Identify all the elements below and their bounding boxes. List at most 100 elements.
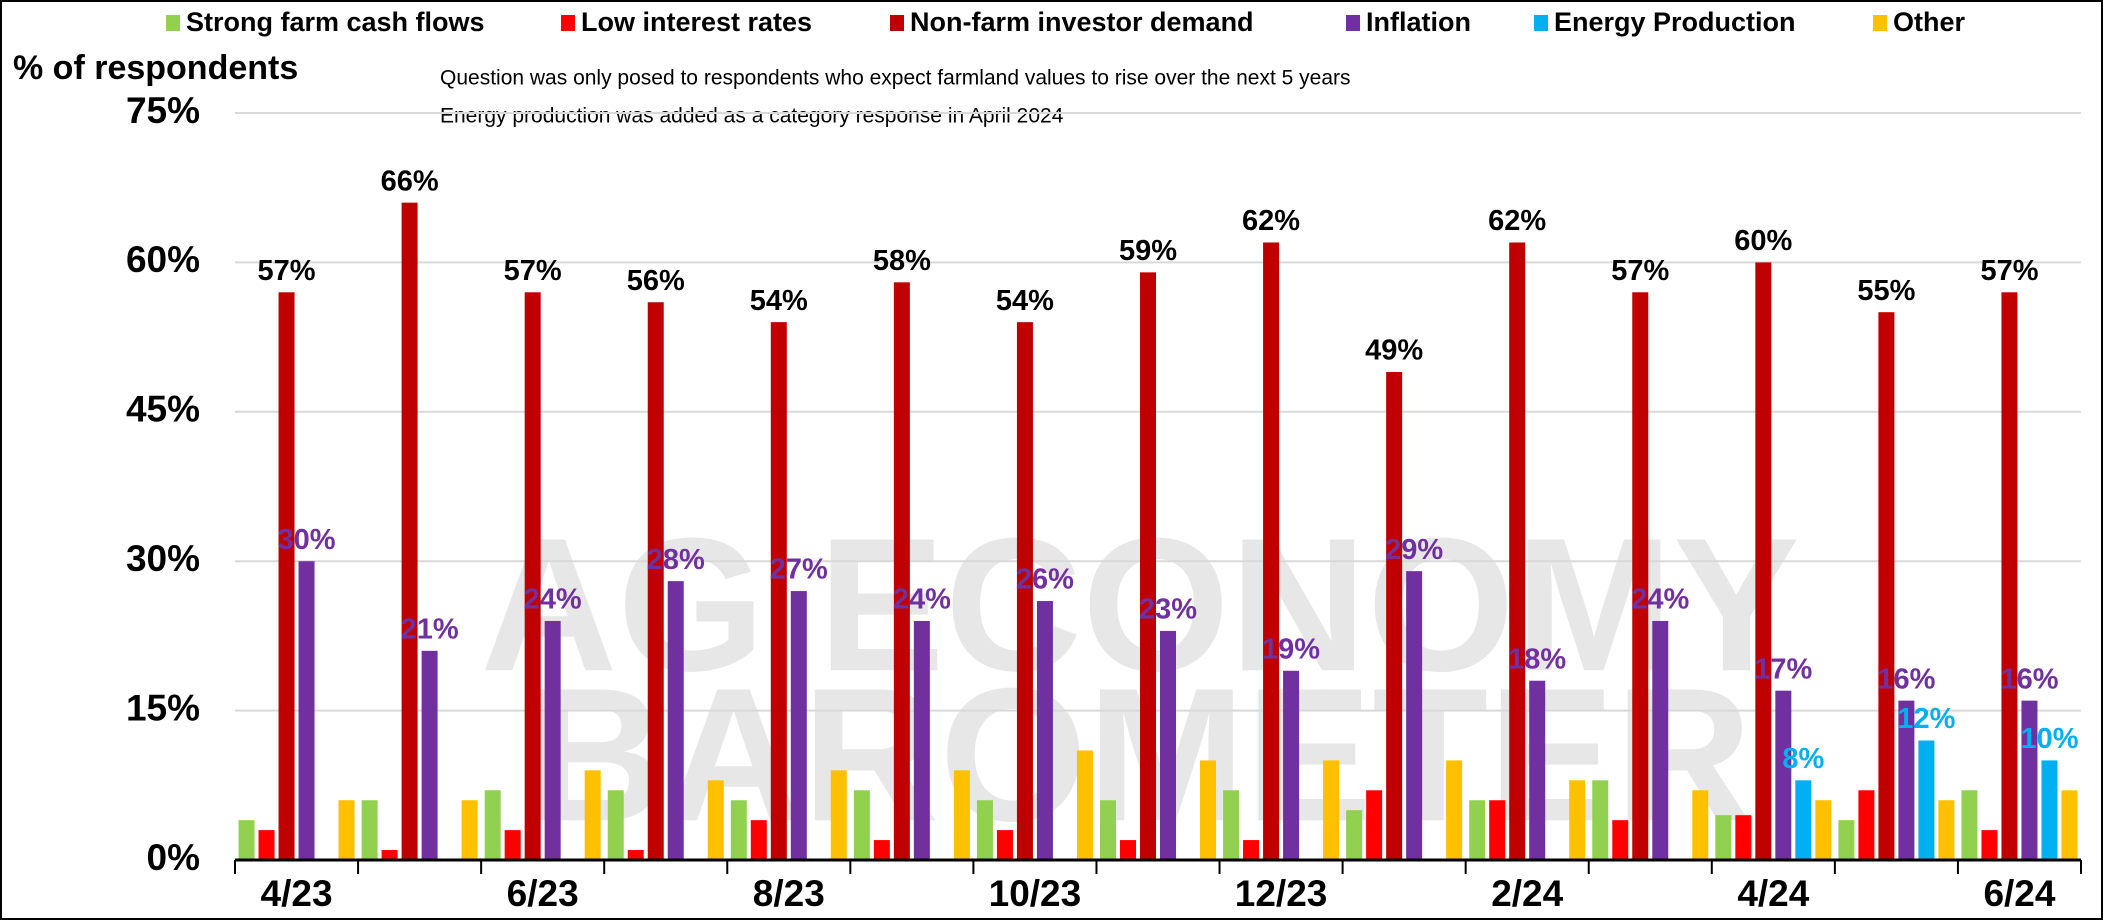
bar — [1077, 750, 1093, 860]
bar — [1323, 760, 1339, 860]
bar — [668, 581, 684, 860]
bar — [1612, 820, 1628, 860]
bar — [1815, 800, 1831, 860]
bar — [259, 830, 275, 860]
bar — [2001, 292, 2017, 860]
bar — [1243, 840, 1259, 860]
data-label: 16% — [1877, 663, 1935, 695]
data-label: 18% — [1508, 643, 1566, 675]
bar — [299, 561, 315, 860]
bar — [1120, 840, 1136, 860]
bar — [954, 770, 970, 860]
bar — [2061, 790, 2077, 860]
bar — [1037, 601, 1053, 860]
bar — [1755, 262, 1771, 860]
data-label: 23% — [1139, 594, 1197, 626]
bar — [1981, 830, 1997, 860]
bar — [874, 840, 890, 860]
y-tick-label: 15% — [126, 687, 200, 728]
bar — [362, 800, 378, 860]
bar — [1961, 790, 1977, 860]
legend-label: Energy Production — [1554, 7, 1796, 37]
legend-swatch — [1534, 15, 1548, 31]
bar — [731, 800, 747, 860]
y-tick-label: 45% — [126, 389, 200, 430]
legend-label: Inflation — [1366, 7, 1471, 37]
bar — [1715, 815, 1731, 860]
legend-swatch — [166, 15, 180, 31]
bar — [505, 830, 521, 860]
data-label: 12% — [1897, 703, 1955, 735]
bar — [279, 292, 295, 860]
data-label: 57% — [504, 255, 562, 287]
legend-label: Strong farm cash flows — [186, 7, 485, 37]
bar — [1838, 820, 1854, 860]
legend-swatch — [890, 15, 904, 31]
data-label: 24% — [524, 584, 582, 616]
x-tick-label: 2/24 — [1491, 873, 1563, 914]
bar — [1509, 242, 1525, 860]
data-label: 62% — [1242, 205, 1300, 237]
bar — [791, 591, 807, 860]
bar — [1263, 242, 1279, 860]
data-label: 58% — [873, 245, 931, 277]
bar — [1652, 621, 1668, 860]
x-tick-label: 8/23 — [753, 873, 825, 914]
bar — [585, 770, 601, 860]
bar — [339, 800, 355, 860]
bar — [894, 282, 910, 860]
data-label: 21% — [401, 613, 459, 645]
bar — [1938, 800, 1954, 860]
bar — [854, 790, 870, 860]
bar — [608, 790, 624, 860]
note: Energy production was added as a categor… — [440, 105, 1064, 128]
bar — [2041, 760, 2057, 860]
data-label: 16% — [2000, 663, 2058, 695]
bar — [1632, 292, 1648, 860]
bar — [1489, 800, 1505, 860]
data-label: 60% — [1734, 225, 1792, 257]
y-axis-title: % of respondents — [13, 49, 298, 87]
bar — [1446, 760, 1462, 860]
x-tick-label: 4/24 — [1737, 873, 1809, 914]
data-label: 56% — [627, 265, 685, 297]
data-label: 62% — [1488, 205, 1546, 237]
data-label: 27% — [770, 554, 828, 586]
bar — [1160, 631, 1176, 860]
y-tick-label: 75% — [126, 90, 200, 131]
bar — [1795, 780, 1811, 860]
bar — [1735, 815, 1751, 860]
bar — [1878, 312, 1894, 860]
bar — [1469, 800, 1485, 860]
x-tick-label: 6/23 — [507, 873, 579, 914]
bar — [708, 780, 724, 860]
bar — [1569, 780, 1585, 860]
bar — [1775, 691, 1791, 860]
y-tick-label: 0% — [147, 837, 200, 878]
bar — [1592, 780, 1608, 860]
bar — [977, 800, 993, 860]
bar — [1346, 810, 1362, 860]
bar — [402, 203, 418, 860]
data-label: 54% — [750, 285, 808, 317]
data-label: 24% — [1631, 584, 1689, 616]
bar — [1223, 790, 1239, 860]
bar — [239, 820, 255, 860]
data-label: 29% — [1385, 534, 1443, 566]
bar — [485, 790, 501, 860]
legend-swatch — [561, 15, 575, 31]
x-tick-label: 12/23 — [1235, 873, 1328, 914]
data-label: 57% — [1980, 255, 2038, 287]
data-label: 54% — [996, 285, 1054, 317]
legend-label: Other — [1893, 7, 1966, 37]
data-label: 55% — [1857, 275, 1915, 307]
bar — [1100, 800, 1116, 860]
data-label: 49% — [1365, 335, 1423, 367]
x-tick-label: 6/24 — [1983, 873, 2055, 914]
chart: AG ECONOMY BAROMETER % of respondents Qu… — [0, 0, 2103, 920]
bar — [1200, 760, 1216, 860]
bar — [1140, 272, 1156, 860]
bar — [1529, 681, 1545, 860]
data-label: 26% — [1016, 564, 1074, 596]
data-label: 66% — [381, 165, 439, 197]
